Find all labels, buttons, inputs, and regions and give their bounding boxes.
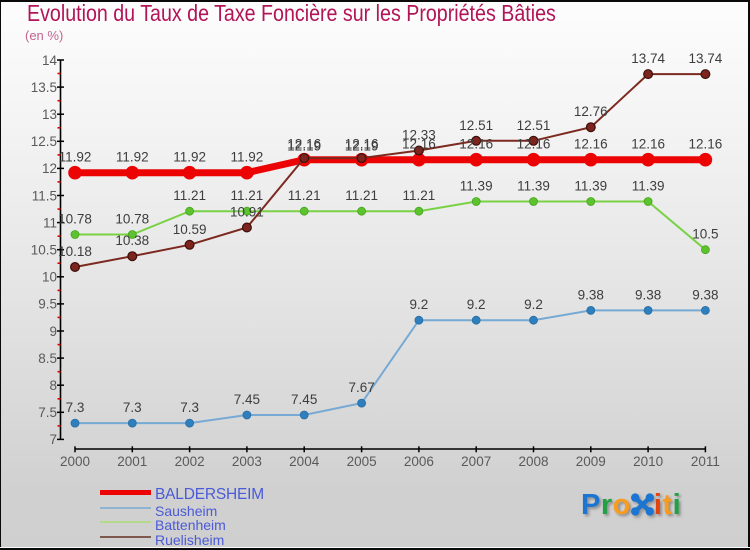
svg-text:7.3: 7.3 — [180, 400, 199, 415]
svg-text:2009: 2009 — [576, 454, 606, 469]
svg-text:10.59: 10.59 — [173, 222, 207, 237]
svg-text:2011: 2011 — [691, 454, 720, 469]
svg-text:12.16: 12.16 — [402, 137, 436, 152]
svg-text:9.38: 9.38 — [578, 287, 604, 302]
svg-text:2003: 2003 — [232, 454, 262, 469]
svg-text:9: 9 — [49, 324, 57, 339]
svg-text:14: 14 — [42, 53, 58, 68]
svg-text:9.2: 9.2 — [467, 297, 486, 312]
svg-text:2006: 2006 — [404, 454, 434, 469]
svg-text:11.92: 11.92 — [231, 150, 264, 165]
svg-text:13.5: 13.5 — [31, 80, 57, 95]
svg-text:13.74: 13.74 — [689, 51, 723, 66]
svg-text:7.3: 7.3 — [66, 400, 85, 415]
svg-text:2004: 2004 — [289, 454, 320, 469]
svg-text:11.39: 11.39 — [517, 179, 550, 194]
svg-text:2001: 2001 — [117, 454, 147, 469]
svg-text:8.5: 8.5 — [38, 351, 57, 366]
svg-text:12.16: 12.16 — [517, 137, 551, 152]
svg-text:8: 8 — [49, 378, 57, 393]
svg-text:2002: 2002 — [175, 454, 205, 469]
svg-text:12.76: 12.76 — [574, 104, 608, 119]
svg-text:2000: 2000 — [60, 454, 90, 469]
svg-text:12.51: 12.51 — [517, 118, 551, 133]
svg-text:10.18: 10.18 — [58, 244, 92, 259]
svg-text:12: 12 — [42, 161, 57, 176]
svg-text:11.39: 11.39 — [632, 179, 665, 194]
svg-text:10.78: 10.78 — [115, 212, 149, 227]
svg-text:9.38: 9.38 — [692, 287, 718, 302]
svg-text:11.39: 11.39 — [574, 179, 607, 194]
svg-text:13.74: 13.74 — [631, 51, 665, 66]
svg-text:11.21: 11.21 — [288, 188, 321, 203]
svg-text:11.21: 11.21 — [231, 188, 264, 203]
svg-text:11: 11 — [43, 215, 57, 230]
svg-text:12.51: 12.51 — [459, 118, 493, 133]
svg-text:12.16: 12.16 — [345, 137, 379, 152]
svg-text:2007: 2007 — [461, 454, 491, 469]
svg-text:11.5: 11.5 — [32, 188, 57, 203]
svg-text:11.21: 11.21 — [403, 188, 436, 203]
svg-text:12.16: 12.16 — [689, 137, 723, 152]
svg-text:13: 13 — [42, 107, 57, 122]
svg-text:11.21: 11.21 — [345, 188, 378, 203]
svg-text:12.33: 12.33 — [402, 128, 436, 143]
svg-text:7: 7 — [49, 432, 57, 447]
svg-text:9.2: 9.2 — [410, 297, 429, 312]
svg-text:7.3: 7.3 — [123, 400, 142, 415]
svg-text:2005: 2005 — [347, 454, 377, 469]
svg-text:11.39: 11.39 — [460, 179, 493, 194]
svg-text:2008: 2008 — [518, 454, 548, 469]
svg-text:11.21: 11.21 — [173, 188, 206, 203]
svg-text:12.16: 12.16 — [459, 137, 493, 152]
svg-text:12.16: 12.16 — [287, 137, 321, 152]
svg-text:9.2: 9.2 — [524, 297, 543, 312]
svg-text:12.5: 12.5 — [31, 134, 57, 149]
svg-text:12.19: 12.19 — [345, 139, 379, 154]
svg-text:7.45: 7.45 — [234, 392, 260, 407]
svg-text:10.5: 10.5 — [692, 227, 718, 242]
svg-text:10: 10 — [42, 270, 57, 285]
svg-text:7.5: 7.5 — [38, 405, 57, 420]
svg-text:2010: 2010 — [633, 454, 663, 469]
svg-text:12.16: 12.16 — [631, 137, 665, 152]
svg-text:10.91: 10.91 — [230, 205, 264, 220]
svg-text:11.92: 11.92 — [116, 150, 149, 165]
svg-text:7.67: 7.67 — [348, 380, 374, 395]
svg-text:10.38: 10.38 — [115, 233, 149, 248]
svg-text:11.92: 11.92 — [59, 150, 92, 165]
svg-text:10.5: 10.5 — [31, 243, 57, 258]
svg-text:12.16: 12.16 — [574, 137, 608, 152]
svg-text:10.78: 10.78 — [58, 212, 92, 227]
svg-text:7.45: 7.45 — [291, 392, 317, 407]
svg-text:9.38: 9.38 — [635, 287, 661, 302]
svg-text:9.5: 9.5 — [38, 297, 57, 312]
svg-text:12.19: 12.19 — [287, 139, 321, 154]
svg-text:11.92: 11.92 — [173, 150, 206, 165]
